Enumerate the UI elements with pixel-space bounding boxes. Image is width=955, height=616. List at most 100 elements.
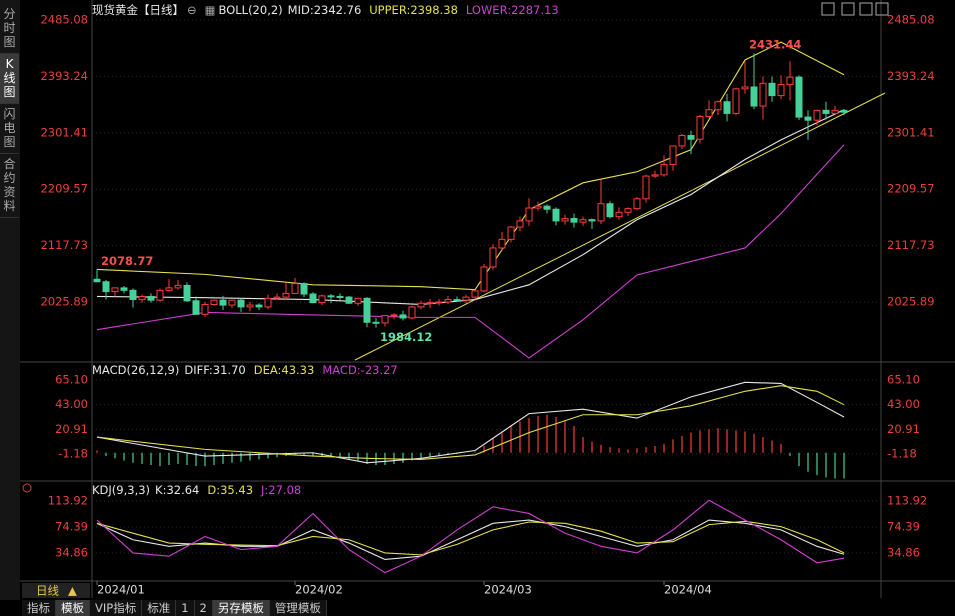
candle-body — [750, 86, 758, 107]
bottom-tab[interactable]: 1 — [176, 600, 195, 616]
candle-body — [228, 299, 236, 306]
line — [96, 41, 845, 291]
bottom-tab[interactable]: 标准 — [142, 600, 177, 616]
y-tick-label: 2117.73 — [887, 238, 935, 252]
zoom-icon[interactable]: ⊖ — [187, 3, 197, 17]
candle-body — [597, 203, 605, 222]
candle-body — [273, 296, 281, 299]
period-box[interactable] — [22, 583, 90, 598]
candle-body — [336, 295, 344, 298]
candle-body — [246, 304, 254, 308]
candle-body — [624, 208, 632, 213]
y-tick-label: -1.18 — [887, 447, 917, 461]
candle-body — [831, 109, 839, 114]
candle-body — [282, 292, 290, 298]
candle-body — [687, 135, 695, 140]
y-tick-label: 74.39 — [887, 520, 920, 534]
candle-body — [642, 175, 650, 200]
line — [96, 520, 845, 556]
period-label[interactable]: 日线 — [36, 584, 59, 598]
candle-body — [237, 299, 245, 308]
candle-body — [453, 299, 461, 302]
bottom-tab[interactable]: 另存模板 — [212, 600, 270, 616]
settings-icon[interactable] — [22, 483, 32, 493]
bottom-tab[interactable]: 2 — [194, 600, 213, 616]
candle-body — [210, 299, 218, 305]
line — [96, 519, 845, 561]
candle-body — [651, 174, 659, 177]
y-tick-label: 34.86 — [55, 546, 88, 560]
candle-body — [390, 314, 398, 317]
grid-icon[interactable]: ▦ — [205, 3, 216, 17]
candle-body — [471, 290, 479, 298]
period-arrow[interactable]: ▲ — [68, 584, 77, 598]
candle-body — [255, 304, 263, 308]
candle-body — [660, 163, 668, 176]
y-tick-label: 43.00 — [887, 397, 920, 411]
candle-body — [507, 226, 515, 240]
bottom-tab[interactable]: 指标 — [22, 600, 56, 616]
line — [96, 144, 845, 359]
candle-body — [291, 283, 299, 294]
upper-label: UPPER:2398.38 — [369, 3, 458, 17]
macd-header: MACD(26,12,9) DIFF:31.70 DEA:43.33 MACD:-23… — [92, 363, 398, 377]
x-tick-label: 2024/04 — [664, 583, 712, 597]
candle-body — [840, 109, 848, 113]
candle-body — [669, 145, 677, 165]
y-tick-label: 34.86 — [887, 546, 920, 560]
candle-body — [174, 284, 182, 289]
candle-body — [183, 284, 191, 302]
candle-body — [570, 217, 578, 223]
tab-text: 闪 电 图 — [3, 107, 16, 149]
side-tab[interactable]: 闪 电 图 — [0, 104, 19, 154]
bottom-tab[interactable]: VIP指标 — [90, 600, 143, 616]
candle-body — [381, 315, 389, 324]
candle-body — [723, 101, 731, 114]
j-label: J:27.08 — [260, 483, 301, 497]
candle-body — [615, 211, 623, 218]
y-tick-label: 74.39 — [55, 520, 88, 534]
dea-label: DEA:43.33 — [254, 363, 315, 377]
y-tick-label: 20.91 — [55, 422, 88, 436]
side-tab[interactable]: 合 约 资 料 — [0, 154, 19, 218]
window-icons — [821, 2, 889, 16]
candle-body — [777, 84, 785, 97]
symbol-title: 现货黄金【日线】 — [92, 3, 184, 17]
bottom-tab[interactable]: 管理模板 — [269, 600, 327, 616]
candle-body — [633, 198, 641, 210]
candle-body — [588, 219, 596, 222]
candle-body — [399, 314, 407, 319]
candle-body — [813, 109, 821, 121]
y-tick-label: 65.10 — [887, 372, 920, 386]
bottom-tab[interactable]: 模板 — [56, 600, 90, 616]
candle-body — [786, 76, 794, 86]
y-tick-label: 2393.24 — [40, 69, 88, 83]
kdj-title: KDJ(9,3,3) — [92, 483, 150, 497]
candle-body — [129, 289, 137, 301]
candle-body — [219, 299, 227, 306]
y-tick-label: 2209.57 — [40, 182, 88, 196]
indicator: BOLL(20,2) — [219, 3, 283, 17]
y-tick-label: 113.92 — [48, 494, 88, 508]
candle-body — [426, 302, 434, 305]
y-tick-label: 2301.41 — [887, 125, 935, 139]
candle-body — [327, 295, 335, 298]
d-label: D:35.43 — [207, 483, 253, 497]
candle-body — [363, 297, 371, 323]
candle-body — [525, 207, 533, 222]
candle-body — [714, 101, 722, 111]
tab-text: 分 时 图 — [3, 7, 16, 49]
candle-body — [561, 217, 569, 222]
side-tab[interactable]: K 线 图 — [0, 54, 19, 104]
candle-body — [264, 297, 272, 308]
candle-body — [759, 82, 767, 107]
candle-body — [300, 283, 308, 295]
candle-body — [732, 88, 740, 114]
candle-body — [705, 109, 713, 117]
candle-body — [498, 238, 506, 249]
line — [96, 109, 845, 306]
side-tab[interactable]: 分 时 图 — [0, 4, 19, 54]
candle-body — [696, 115, 704, 140]
candle-body — [795, 76, 803, 118]
